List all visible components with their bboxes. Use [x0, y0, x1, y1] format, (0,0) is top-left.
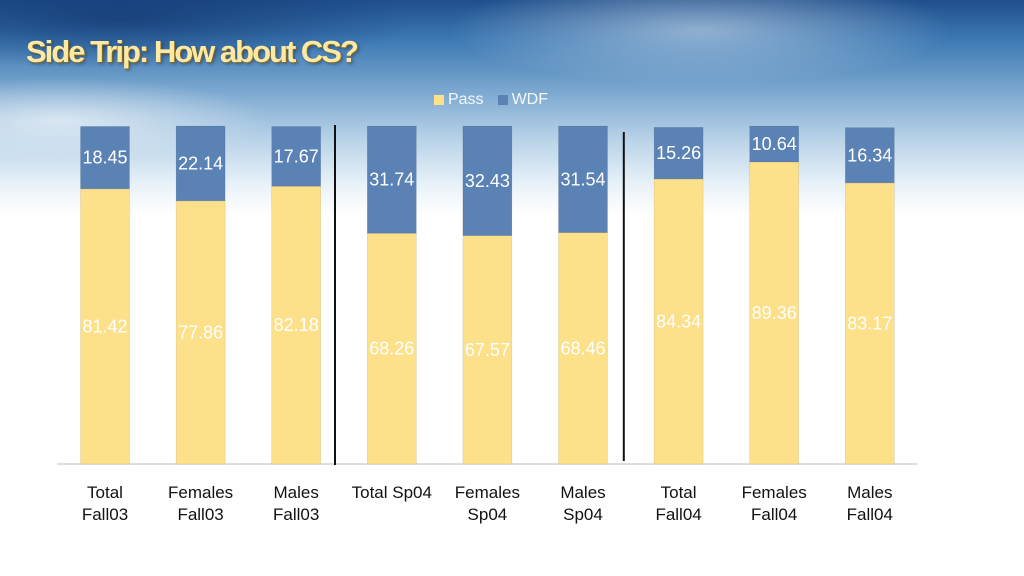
data-label-wdf: 17.67: [274, 146, 319, 166]
x-tick-label-line: Females: [168, 483, 234, 502]
data-label-wdf: 18.45: [82, 148, 127, 168]
bar-pass: [653, 178, 704, 465]
legend-item-wdf: WDF: [497, 91, 548, 109]
bar-wdf: [558, 125, 608, 233]
x-tick-label-line: Fall04: [846, 505, 893, 524]
bar-wdf: [462, 125, 513, 236]
legend-swatch-wdf: [497, 95, 508, 105]
bar-wdf: [844, 127, 895, 184]
x-tick-label: Males Fall03: [241, 482, 351, 526]
x-tick-label-line: Females: [454, 483, 520, 502]
bar-wdf: [80, 126, 130, 190]
data-label-pass: 84.34: [656, 311, 701, 331]
legend-label-pass: Pass: [447, 91, 484, 108]
data-label-pass: 89.36: [752, 303, 797, 323]
x-tick-label-line: Males: [273, 483, 319, 502]
bar-pass: [462, 235, 513, 465]
bar-pass: [175, 200, 226, 465]
slide-title: Side Trip: How about CS?: [26, 34, 359, 69]
x-tick-label-line: Males: [560, 483, 606, 502]
bar-pass: [558, 232, 608, 465]
x-tick-label-line: Females: [741, 483, 807, 502]
x-tick-label-line: Sp04: [563, 505, 603, 524]
data-label-wdf: 31.74: [369, 170, 414, 190]
x-tick-label: Total Fall03: [50, 482, 160, 526]
x-tick-label-line: Males: [847, 483, 893, 502]
x-tick-label: Males Sp04: [528, 482, 638, 526]
x-tick-label-line: Fall03: [273, 505, 320, 524]
legend-label-wdf: WDF: [511, 91, 548, 108]
data-label-wdf: 16.34: [847, 145, 892, 165]
bar-wdf: [653, 127, 704, 180]
bar-pass: [366, 232, 417, 465]
data-label-pass: 68.46: [560, 338, 605, 358]
data-label-wdf: 31.54: [560, 169, 605, 189]
x-tick-label-line: Total: [87, 483, 123, 502]
data-label-wdf: 32.43: [465, 171, 510, 191]
x-tick-label: Total Sp04: [337, 482, 447, 504]
data-label-wdf: 22.14: [178, 153, 223, 173]
data-label-wdf: 15.26: [656, 143, 701, 163]
legend-swatch-pass: [433, 95, 444, 105]
bar-pass: [844, 182, 895, 465]
x-tick-label-line: Total: [660, 483, 697, 502]
data-label-pass: 67.57: [465, 340, 510, 360]
legend-item-pass: Pass: [433, 91, 484, 109]
bar-wdf: [175, 125, 226, 202]
data-label-pass: 81.42: [82, 316, 127, 336]
x-tick-label: Females Fall03: [146, 482, 256, 526]
data-label-pass: 77.86: [178, 322, 223, 342]
bar-pass: [749, 161, 800, 465]
x-tick-label: Females Fall04: [719, 482, 829, 526]
chart-legend: Pass WDF: [0, 91, 982, 109]
x-tick-label-line: Fall03: [81, 505, 129, 524]
x-tick-label-line: Fall04: [655, 505, 702, 524]
bar-wdf: [749, 125, 800, 163]
bar-wdf: [366, 125, 417, 234]
bar-pass: [80, 188, 130, 465]
data-label-pass: 68.26: [369, 339, 414, 359]
x-tick-label: Total Fall04: [624, 482, 734, 526]
x-tick-label-line: Fall04: [751, 505, 798, 524]
x-tick-label: Males Fall04: [815, 482, 925, 526]
x-tick-label-line: Total Sp04: [351, 483, 432, 502]
data-label-pass: 83.17: [847, 313, 892, 333]
data-label-wdf: 10.64: [752, 134, 797, 154]
x-tick-label-line: Fall03: [177, 505, 224, 524]
x-tick-label-line: Sp04: [467, 505, 508, 524]
x-tick-label: Females Sp04: [432, 482, 542, 526]
bar-wdf: [271, 126, 322, 187]
data-label-pass: 82.18: [274, 315, 319, 335]
